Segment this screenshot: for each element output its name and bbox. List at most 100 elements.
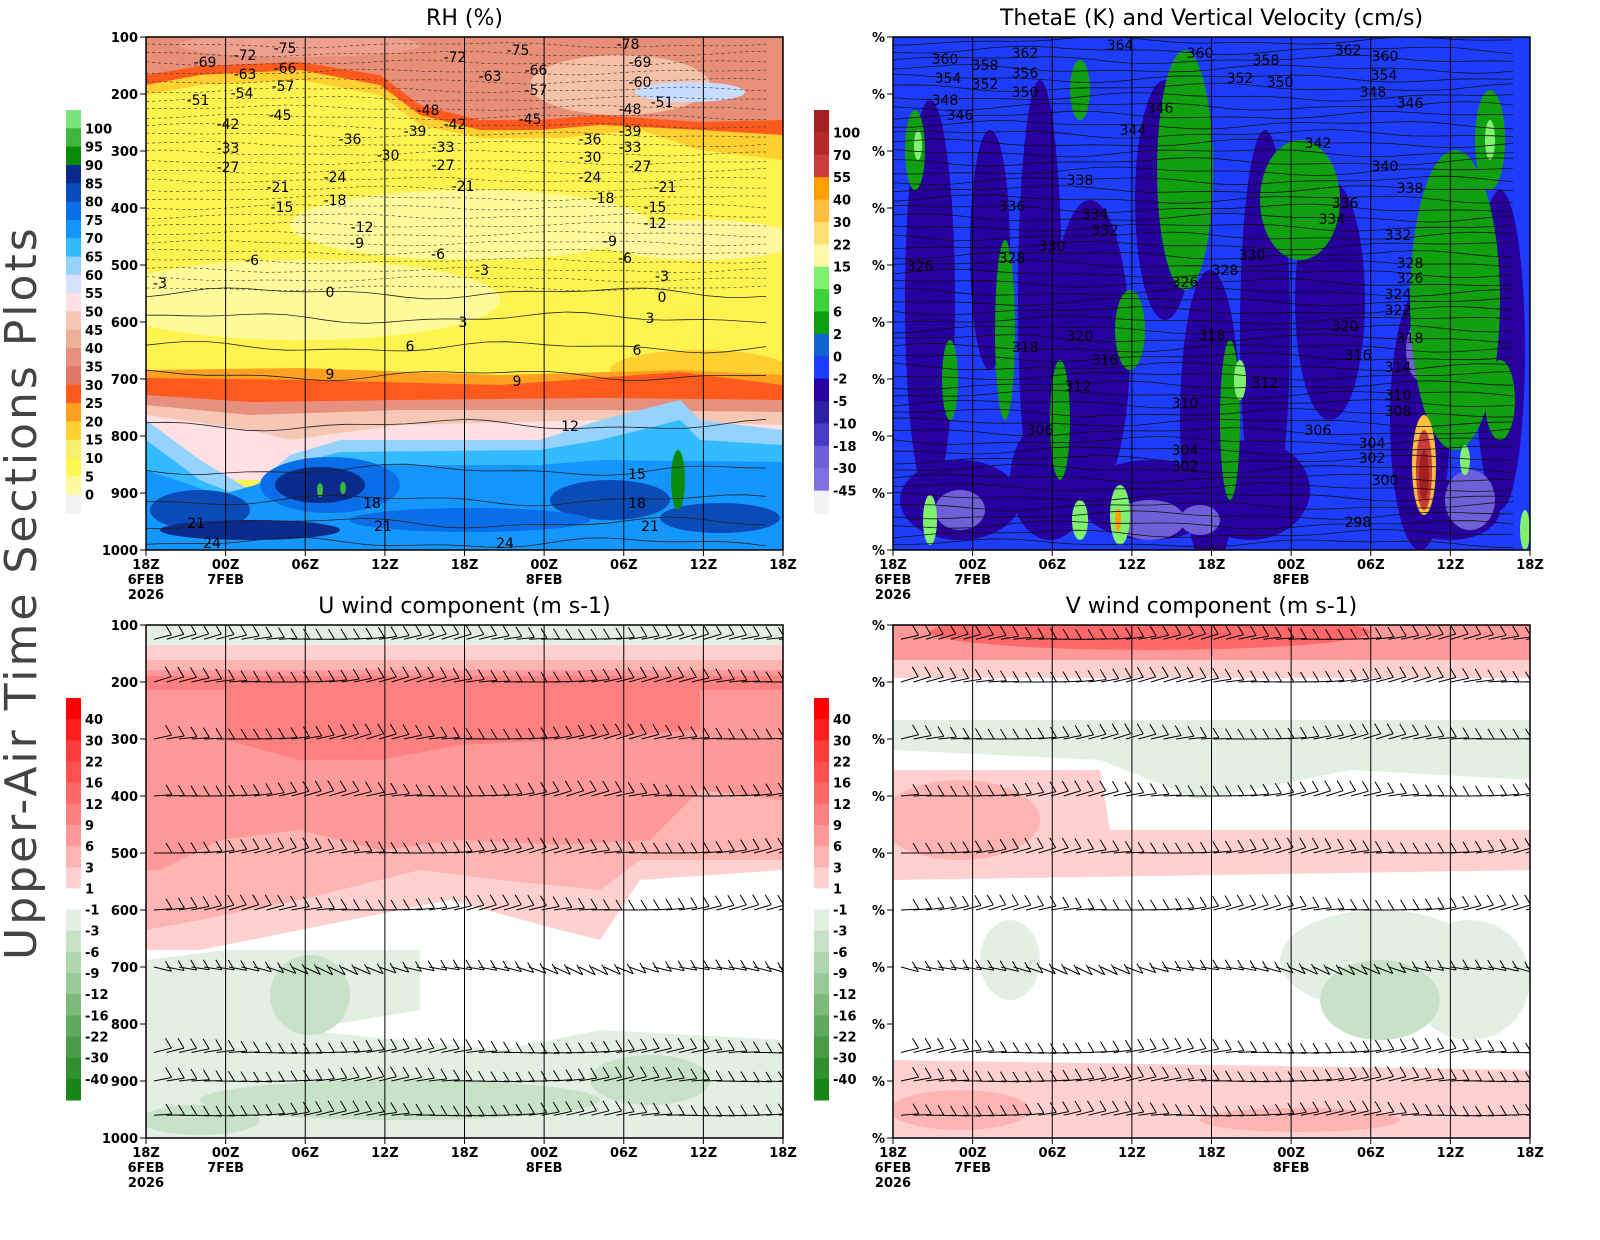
contour-label: 15 (628, 467, 646, 483)
colorbar-swatch (66, 973, 81, 995)
contour-fill-region (671, 450, 685, 510)
colorbar-swatch (814, 804, 829, 826)
x-date-label: 7FEB (207, 573, 244, 588)
y-tick-label: % (872, 544, 885, 559)
contour-label: 350 (1267, 75, 1294, 91)
contour-label: -69 (629, 55, 652, 71)
x-tick-label: 18Z (132, 558, 160, 573)
panel-title: RH (%) (426, 6, 503, 31)
colorbar-swatch (814, 888, 829, 910)
contour-label: 346 (947, 108, 974, 124)
contour-label: -48 (619, 102, 642, 118)
colorbar-label: 0 (833, 350, 842, 365)
colorbar-swatch (66, 495, 81, 514)
contour-label: 336 (999, 199, 1026, 215)
colorbar-swatch (814, 867, 829, 889)
colorbar-swatch (814, 1037, 829, 1059)
contour-label: 312 (1065, 379, 1092, 395)
colorbar-swatch (66, 1058, 81, 1080)
colorbar-swatch (814, 698, 829, 720)
x-tick-label: 00Z (959, 1146, 987, 1161)
colorbar-swatch (66, 825, 81, 847)
x-tick-label: 00Z (1277, 1146, 1305, 1161)
contour-fill-region (942, 340, 958, 420)
contour-label: 24 (203, 536, 221, 552)
contour-label: 308 (1385, 404, 1412, 420)
contour-label: 326 (1172, 275, 1199, 291)
contour-label: -78 (617, 37, 640, 53)
x-date-label: 6FEB (875, 1161, 912, 1176)
contour-fill-region (923, 495, 937, 545)
contour-label: 300 (1372, 473, 1399, 489)
contour-label: 12 (561, 419, 579, 435)
colorbar-label: 100 (85, 122, 112, 137)
x-tick-label: 00Z (212, 1146, 240, 1161)
contour-label: -51 (187, 93, 210, 109)
x-tick-label: 18Z (132, 1146, 160, 1161)
contour-label: -6 (618, 251, 632, 267)
colorbar-swatch (66, 312, 81, 331)
colorbar-swatch (66, 165, 81, 184)
colorbar-label: 16 (833, 777, 851, 792)
x-tick-label: 18Z (451, 558, 479, 573)
contour-fill-region (340, 482, 346, 494)
contour-label: 360 (1187, 46, 1214, 62)
contour-fill-region (1050, 360, 1070, 480)
contour-label: -15 (271, 200, 294, 216)
x-tick-label: 18Z (879, 1146, 907, 1161)
colorbar-label: -12 (85, 988, 109, 1003)
colorbar-swatch (66, 761, 81, 783)
contour-label: -63 (234, 67, 257, 83)
y-tick-label: % (872, 145, 885, 160)
colorbar-label: 5 (85, 470, 94, 485)
contour-label: 312 (1252, 376, 1279, 392)
colorbar-label: -45 (833, 485, 857, 500)
contour-label: 332 (1385, 228, 1412, 244)
colorbar-swatch (66, 458, 81, 477)
colorbar-swatch (66, 275, 81, 294)
colorbar-label: 16 (85, 777, 103, 792)
x-date-label: 6FEB (128, 1161, 165, 1176)
colorbar-label: -18 (833, 440, 857, 455)
colorbar-swatch (66, 385, 81, 404)
contour-label: 298 (1345, 515, 1372, 531)
contour-label: 306 (1027, 423, 1054, 439)
colorbar-label: 6 (85, 840, 94, 855)
colorbar-label: 6 (833, 840, 842, 855)
contour-label: -27 (629, 159, 652, 175)
colorbar-label: 20 (85, 415, 103, 430)
colorbar-label: 2 (833, 328, 842, 343)
contour-label: 348 (1360, 85, 1387, 101)
contour-fill-region (1520, 510, 1530, 550)
contour-label: -24 (579, 170, 602, 186)
panel-3: U wind component (m s-1)1002003004005006… (66, 594, 797, 1191)
contour-fill-region (317, 483, 323, 497)
contour-fill-region (1180, 505, 1220, 535)
colorbar-swatch (66, 888, 81, 910)
colorbar-label: 6 (833, 306, 842, 321)
colorbar-label: -3 (85, 925, 99, 940)
colorbar-swatch (814, 846, 829, 868)
colorbar-label: 1 (833, 882, 842, 897)
colorbar-label: 22 (85, 755, 103, 770)
y-tick-label: 800 (111, 430, 138, 445)
colorbar-label: -6 (85, 946, 99, 961)
contour-label: 316 (1345, 348, 1372, 364)
x-tick-label: 06Z (291, 558, 319, 573)
x-date-label: 6FEB (128, 573, 165, 588)
contour-label: 18 (363, 496, 381, 512)
colorbar-label: 3 (833, 861, 842, 876)
colorbar-swatch (814, 825, 829, 847)
contour-label: 310 (1385, 388, 1412, 404)
colorbar-label: 12 (833, 798, 851, 813)
contour-label: -48 (417, 103, 440, 119)
colorbar-label: 95 (85, 141, 103, 156)
contour-label: 342 (1305, 136, 1332, 152)
contour-label: -57 (525, 83, 548, 99)
x-tick-label: 12Z (690, 558, 718, 573)
x-date-label: 2026 (128, 1176, 164, 1191)
contour-label: 340 (1372, 159, 1399, 175)
colorbar-label: -10 (833, 417, 857, 432)
contour-label: 0 (658, 290, 667, 306)
